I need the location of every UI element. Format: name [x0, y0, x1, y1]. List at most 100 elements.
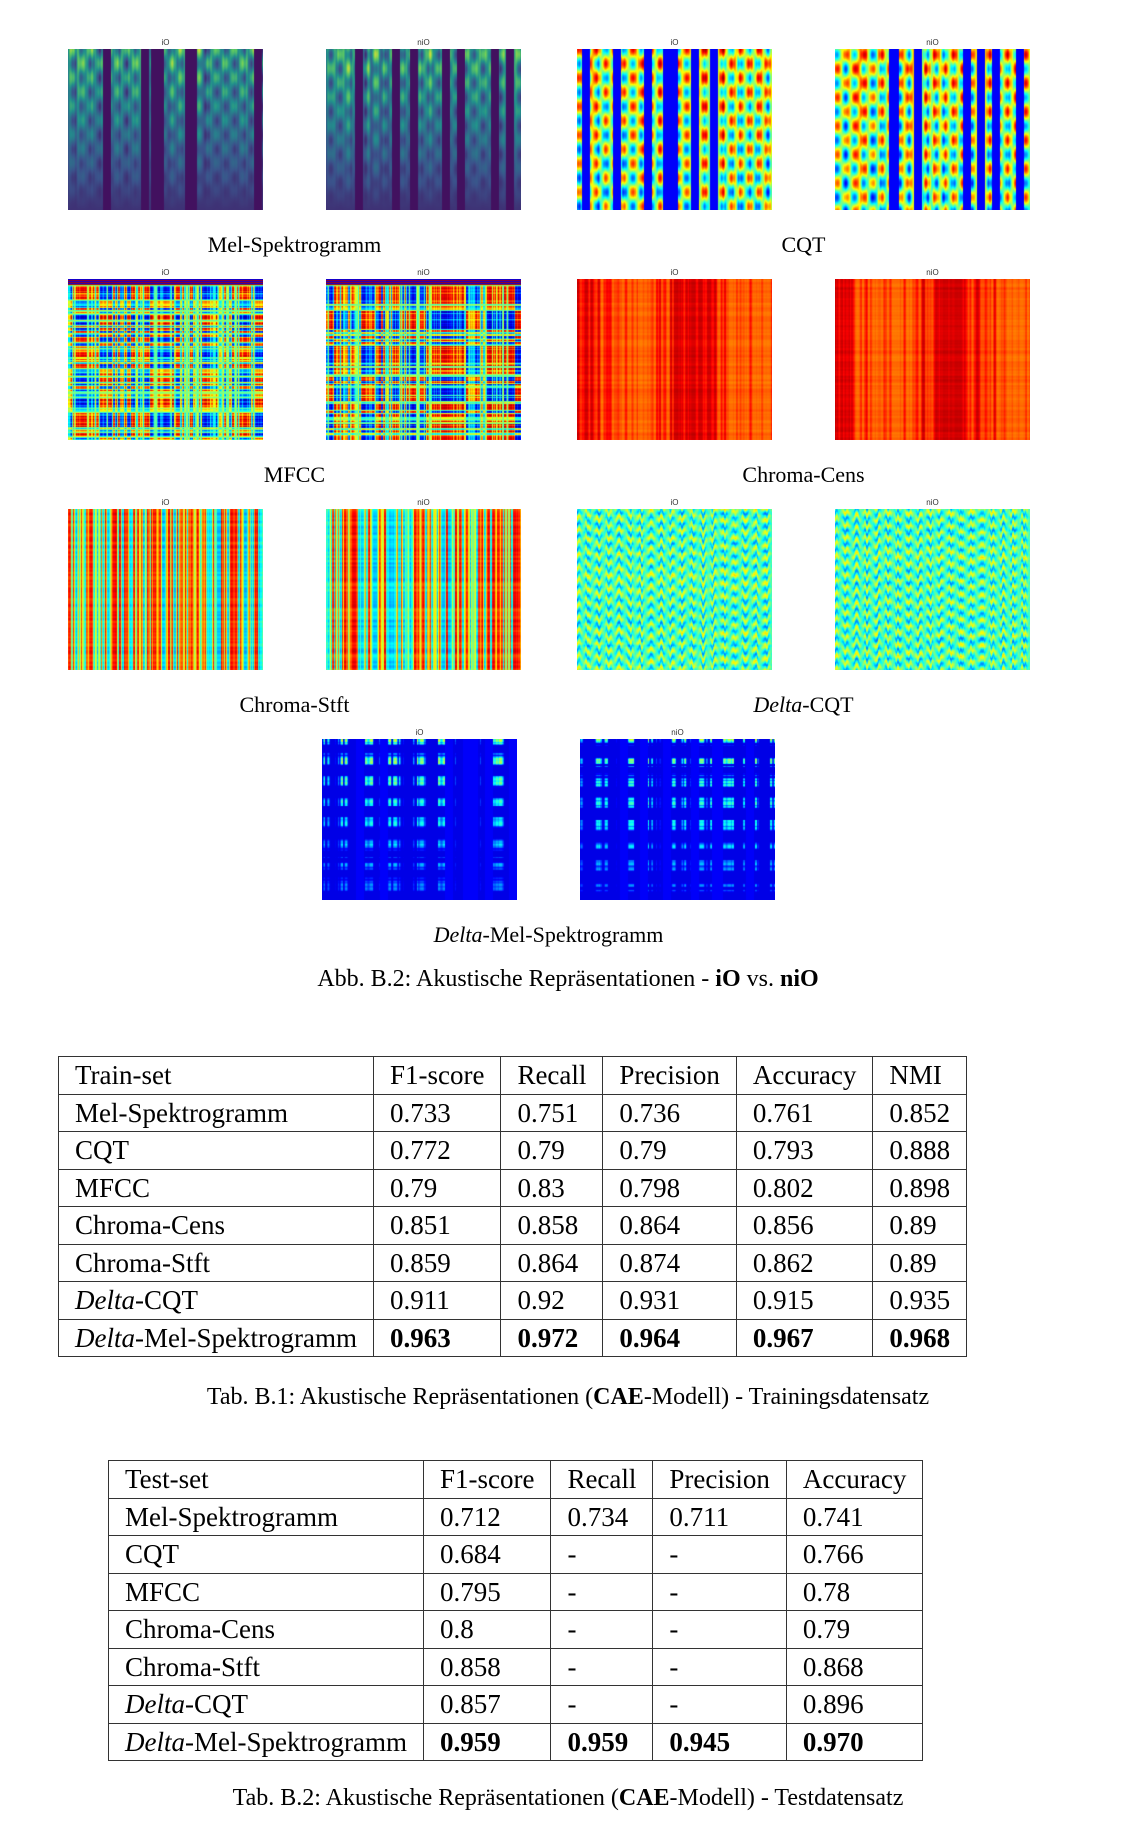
row-label: MFCC: [108, 1572, 424, 1611]
table-cell: 0.967: [735, 1318, 874, 1357]
table-cell: 0.802: [735, 1168, 874, 1207]
row-label-text: CQT: [125, 1539, 179, 1570]
table-cell: 0.852: [872, 1093, 968, 1132]
table-cell: 0.851: [372, 1206, 502, 1245]
subcaption-text: MFCC: [263, 462, 326, 487]
header-cell: Test-set: [108, 1460, 424, 1499]
row-label-text: -CQT: [185, 1689, 248, 1720]
table-cell: 0.970: [785, 1722, 924, 1761]
table-header-row: Test-set F1-score Recall Precision Accur…: [108, 1460, 924, 1499]
table-cell: 0.945: [652, 1722, 787, 1761]
test-results-table: Test-set F1-score Recall Precision Accur…: [108, 1460, 924, 1761]
table-row-best: Delta-Mel-Spektrogramm 0.959 0.959 0.945…: [108, 1722, 924, 1761]
subcaption: Chroma-Cens: [577, 462, 1030, 488]
panel-nio: niO: [835, 498, 1030, 688]
spectrogram-image: [68, 509, 263, 670]
spectrogram-image: [322, 739, 517, 900]
row-label: Delta-Mel-Spektrogramm: [108, 1722, 424, 1761]
table-cell: 0.896: [785, 1685, 924, 1724]
row-label: Chroma-Cens: [108, 1610, 424, 1649]
row-label-text: Mel-Spektrogramm: [125, 1501, 338, 1532]
table-cell: 0.858: [500, 1206, 604, 1245]
spectrogram-image: [580, 739, 775, 900]
panel-io: iO: [322, 728, 517, 918]
table-cell: 0.798: [602, 1168, 737, 1207]
table-cell: 0.959: [422, 1722, 552, 1761]
subcaption: Chroma-Stft: [68, 692, 521, 718]
table-cell: 0.888: [872, 1131, 968, 1170]
header-cell: Accuracy: [735, 1056, 874, 1095]
table-caption-test: Tab. B.2: Akustische Repräsentationen (C…: [0, 1785, 1136, 1812]
subcaption-text: -CQT: [802, 692, 854, 717]
table-cell: 0.964: [602, 1318, 737, 1357]
panel-io: iO: [577, 498, 772, 688]
subcaption-text: Mel-Spektrogramm: [207, 232, 382, 257]
table-cell: 0.911: [372, 1281, 502, 1320]
table-cell: 0.78: [785, 1572, 924, 1611]
row-label: Mel-Spektrogramm: [58, 1093, 374, 1132]
table-cell: 0.736: [602, 1093, 737, 1132]
table-cell: 0.915: [735, 1281, 874, 1320]
panel-io: iO: [68, 268, 263, 458]
table-cell: 0.684: [422, 1535, 552, 1574]
panel-nio: niO: [326, 38, 521, 228]
header-cell: Precision: [652, 1460, 787, 1499]
row-label-italic: Delta: [75, 1322, 135, 1353]
table-row: Chroma-Cens 0.851 0.858 0.864 0.856 0.89: [58, 1206, 968, 1245]
panel-title: niO: [926, 498, 939, 507]
subcaption: Delta-Mel-Spektrogramm: [322, 922, 775, 948]
panel-title: niO: [417, 38, 430, 47]
subcaption: Delta-CQT: [577, 692, 1030, 718]
table-row: Chroma-Stft 0.859 0.864 0.874 0.862 0.89: [58, 1243, 968, 1282]
subcaption-text: CQT: [781, 232, 826, 257]
panel-io: iO: [68, 38, 263, 228]
table-caption-text: -Modell) - Testdatensatz: [669, 1785, 904, 1811]
header-cell: F1-score: [422, 1460, 552, 1499]
table-caption-text: Tab. B.2: Akustische Repräsentationen (: [232, 1785, 619, 1811]
row-label: Delta-CQT: [108, 1685, 424, 1724]
table-cell: -: [652, 1685, 787, 1724]
table-row: Delta-CQT 0.857 - - 0.896: [108, 1685, 924, 1724]
table-cell: 0.8: [422, 1610, 552, 1649]
table-cell: 0.968: [872, 1318, 968, 1357]
table-cell: 0.963: [372, 1318, 502, 1357]
spectrogram-image: [835, 279, 1030, 440]
row-label: Delta-CQT: [58, 1281, 374, 1320]
row-label-text: Chroma-Stft: [125, 1651, 260, 1682]
table-cell: 0.859: [372, 1243, 502, 1282]
table-cell: 0.79: [500, 1131, 604, 1170]
table-cell: 0.734: [550, 1497, 654, 1536]
table-row: Chroma-Cens 0.8 - - 0.79: [108, 1610, 924, 1649]
table-row-best: Delta-Mel-Spektrogramm 0.963 0.972 0.964…: [58, 1318, 968, 1357]
table-cell: 0.83: [500, 1168, 604, 1207]
row-label: Chroma-Stft: [58, 1243, 374, 1282]
panel-title: niO: [926, 38, 939, 47]
table-row: Mel-Spektrogramm 0.733 0.751 0.736 0.761…: [58, 1093, 968, 1132]
panel-io: iO: [577, 268, 772, 458]
table-cell: 0.89: [872, 1206, 968, 1245]
table-cell: 0.862: [735, 1243, 874, 1282]
row-label-text: Chroma-Cens: [75, 1210, 225, 1241]
row-label-text: Chroma-Stft: [75, 1247, 210, 1278]
table-cell: 0.761: [735, 1093, 874, 1132]
table-cell: 0.89: [872, 1243, 968, 1282]
row-label-text: -Mel-Spektrogramm: [135, 1322, 357, 1353]
table-row: Delta-CQT 0.911 0.92 0.931 0.915 0.935: [58, 1281, 968, 1320]
row-label: Chroma-Cens: [58, 1206, 374, 1245]
table-row: CQT 0.772 0.79 0.79 0.793 0.888: [58, 1131, 968, 1170]
panel-nio: niO: [326, 498, 521, 688]
table-cell: 0.959: [550, 1722, 654, 1761]
table-cell: 0.79: [785, 1610, 924, 1649]
table-cell: 0.733: [372, 1093, 502, 1132]
row-label-text: -CQT: [135, 1285, 198, 1316]
table-header-row: Train-set F1-score Recall Precision Accu…: [58, 1056, 968, 1095]
table-cell: -: [550, 1535, 654, 1574]
panel-nio: niO: [835, 268, 1030, 458]
panel-title: iO: [670, 38, 679, 47]
table-cell: 0.795: [422, 1572, 552, 1611]
panel-io: iO: [68, 498, 263, 688]
table-cell: 0.856: [735, 1206, 874, 1245]
table-cell: 0.79: [372, 1168, 502, 1207]
table-cell: 0.858: [422, 1647, 552, 1686]
figure-caption: Abb. B.2: Akustische Repräsentationen - …: [0, 966, 1136, 993]
